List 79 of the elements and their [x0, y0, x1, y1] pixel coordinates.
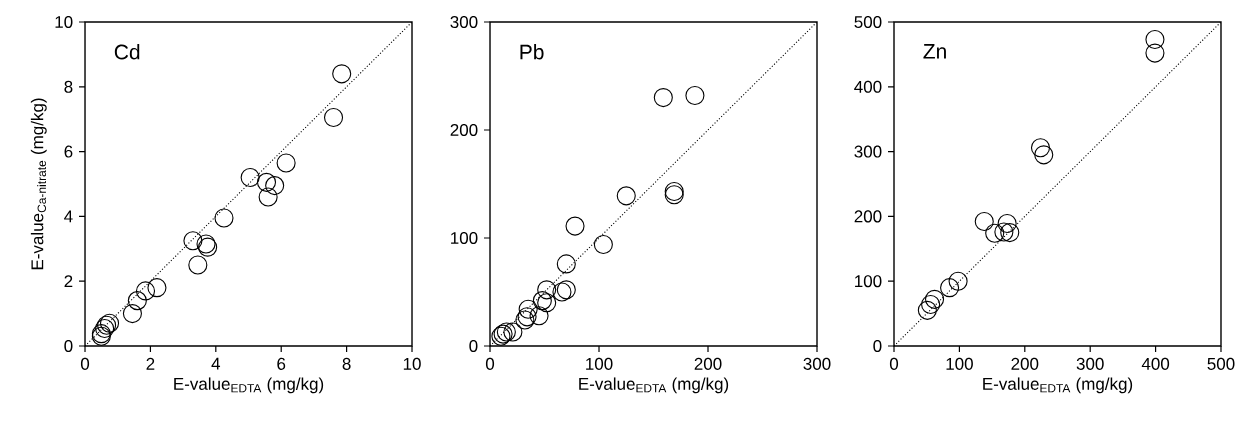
- y-axis-title: $\mbox{E-value}_{\mbox{\fontsize{12}{14}\selectfont Ca-nitrate}}\mbox{ (mg/kg)}$: [30, 98, 47, 270]
- x-tick-label: 8: [342, 357, 351, 370]
- point: [276, 153, 296, 173]
- point: [183, 231, 203, 251]
- x-tick-label: 2: [146, 357, 155, 370]
- y-tick-label: 400: [854, 80, 882, 93]
- x-tick-label: 100: [586, 357, 613, 370]
- point: [1034, 145, 1054, 165]
- point: [593, 234, 613, 255]
- point: [503, 322, 523, 342]
- y-tick-label: 500: [854, 15, 882, 29]
- point: [974, 212, 994, 232]
- point: [616, 186, 636, 206]
- point: [529, 306, 549, 326]
- point: [994, 222, 1014, 242]
- point: [188, 255, 208, 275]
- point: [985, 223, 1005, 243]
- x-tick-label: 0: [889, 357, 899, 370]
- y-tick-label: 100: [855, 275, 882, 288]
- point: [1145, 29, 1165, 50]
- point: [240, 167, 260, 188]
- point: [518, 299, 538, 319]
- point: [556, 254, 576, 274]
- text: Cd: [114, 44, 140, 60]
- x-axis-title: E-value$_{EDTA}$ (mg/kg): [174, 377, 324, 394]
- point: [258, 187, 278, 207]
- x-tick-label: 200: [1011, 357, 1039, 370]
- y-tick-label: 6: [64, 145, 73, 158]
- y-tick-label: 300: [854, 145, 882, 158]
- point: [565, 216, 585, 236]
- text: Pb: [520, 44, 544, 60]
- x-tick-label: 300: [1076, 357, 1104, 370]
- y-tick-label: 8: [64, 80, 73, 93]
- point: [921, 294, 941, 315]
- point: [332, 64, 352, 84]
- point: [653, 88, 673, 108]
- point: [1145, 43, 1165, 63]
- point: [122, 304, 142, 324]
- x-tick-label: 400: [1141, 357, 1170, 370]
- point: [925, 289, 945, 309]
- point: [948, 271, 968, 291]
- x-tick-label: 100: [946, 357, 973, 370]
- y-tick-label: 200: [450, 123, 478, 137]
- x-tick-label: 6: [277, 357, 286, 370]
- point: [256, 172, 277, 192]
- x-tick-label: 0: [80, 357, 90, 370]
- point: [537, 280, 557, 300]
- point: [537, 293, 557, 313]
- point: [265, 176, 285, 196]
- x-tick-label: 10: [403, 357, 421, 370]
- y-tick-label: 100: [451, 231, 478, 245]
- x-tick-label: 4: [211, 357, 221, 370]
- y-tick-label: 2: [64, 275, 73, 288]
- text: Zn: [923, 44, 946, 59]
- x-axis-title: E-value$_{EDTA}$ (mg/kg): [983, 377, 1133, 394]
- y-tick-label: 200: [854, 210, 882, 223]
- point: [135, 281, 156, 301]
- point: [127, 291, 147, 311]
- y-tick-label: 0: [64, 339, 73, 353]
- y-tick-label: 10: [55, 15, 73, 29]
- point: [997, 213, 1017, 234]
- x-tick-label: 500: [1207, 357, 1235, 370]
- y-tick-label: 4: [64, 210, 73, 223]
- point: [917, 300, 937, 320]
- y-tick-label: 0: [873, 339, 882, 353]
- x-tick-label: 300: [803, 357, 831, 370]
- point: [1000, 223, 1020, 243]
- point: [1030, 138, 1051, 158]
- point: [532, 291, 552, 311]
- point: [685, 85, 705, 105]
- point: [147, 278, 167, 298]
- x-axis-title: E-value$_{EDTA}$ (mg/kg): [579, 377, 729, 394]
- y-tick-label: 0: [469, 339, 478, 353]
- point: [323, 108, 344, 128]
- y-tick-label: 300: [450, 15, 478, 29]
- point: [940, 278, 960, 298]
- point: [214, 208, 234, 228]
- x-tick-label: 0: [485, 357, 495, 370]
- x-tick-label: 200: [694, 357, 722, 370]
